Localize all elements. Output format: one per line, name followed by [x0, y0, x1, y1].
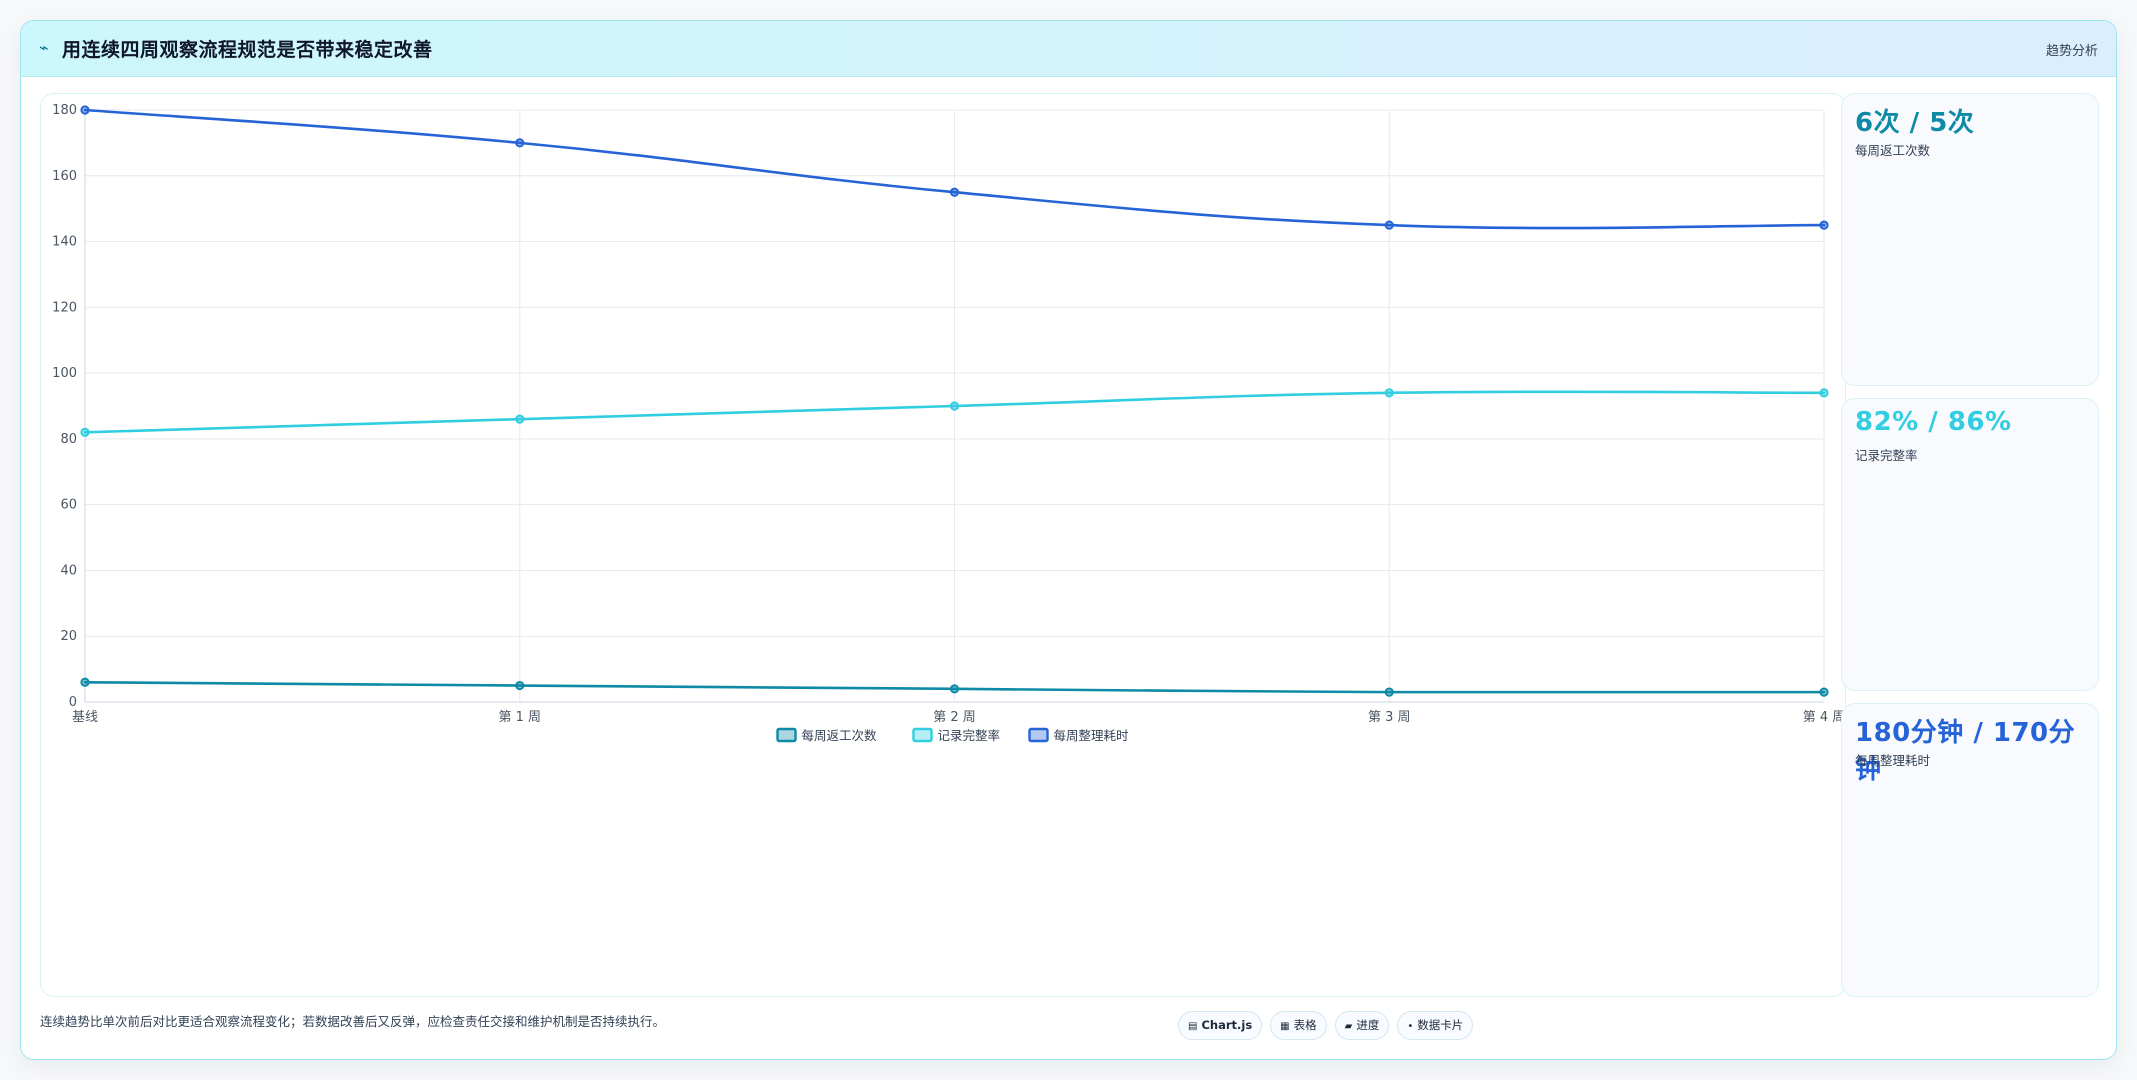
data-point [515, 138, 525, 148]
stat-label-completeness: 记录完整率 [1855, 448, 1918, 463]
y-tick-label: 180 [52, 103, 77, 118]
stat-label-duration: 每周整理耗时 [1855, 753, 1931, 768]
y-tick-label: 60 [60, 498, 77, 513]
x-tick-label: 基线 [72, 710, 98, 725]
stat-value-rework: 6次 / 5次 [1855, 108, 1975, 138]
legend-swatch [1028, 727, 1049, 743]
y-tick-label: 160 [52, 169, 77, 184]
progress-icon: ▰ [1344, 1021, 1353, 1032]
y-tick-label: 120 [52, 300, 77, 315]
pill-chartjs[interactable]: ▤ Chart.js [1178, 1011, 1263, 1040]
pill-label: 进度 [1356, 1018, 1380, 1032]
data-point [1819, 220, 1829, 230]
x-tick-label: 第 3 周 [1368, 710, 1411, 725]
x-tick-label: 第 1 周 [498, 710, 541, 725]
y-tick-label: 20 [60, 629, 77, 644]
data-point [80, 677, 90, 687]
series-line-0 [83, 680, 1826, 694]
series-line-2 [83, 108, 1826, 230]
dashboard-panel: ⌁ 用连续四周观察流程规范是否带来稳定改善 趋势分析 0 20 40 60 80 100 1… [20, 20, 2117, 1060]
card-icon: • [1407, 1021, 1414, 1032]
line-chart: 0 20 40 60 80 100 120 140 160 180 基线 第 1 周 第 2 周 第 3 … [52, 103, 1846, 743]
x-tick-label: 第 4 周 [1803, 710, 1846, 725]
chart-card: 0 20 40 60 80 100 120 140 160 180 基线 第 1 周 第 2 周 第 3 … [40, 93, 1846, 997]
chart-icon: ▤ [1188, 1021, 1198, 1032]
legend-label: 记录完整率 [938, 728, 1001, 743]
pill-progress[interactable]: ▰ 进度 [1334, 1011, 1390, 1040]
tech-pills: ▤ Chart.js ▦ 表格 ▰ 进度 • 数据卡片 [1178, 1011, 1474, 1040]
y-tick-label: 40 [60, 563, 77, 578]
stat-value-duration: 180分钟 / 170分钟 [1855, 718, 2076, 785]
x-tick-label: 第 2 周 [933, 710, 976, 725]
table-icon: ▦ [1280, 1021, 1290, 1032]
data-point [1384, 687, 1394, 697]
data-point [949, 401, 960, 411]
analysis-type-label: 趋势分析 [2045, 44, 2098, 59]
y-tick-label: 140 [52, 235, 77, 250]
legend-swatch [776, 727, 797, 743]
pill-data-card[interactable]: • 数据卡片 [1397, 1011, 1474, 1040]
data-point [949, 684, 960, 694]
panel-header: ⌁ 用连续四周观察流程规范是否带来稳定改善 趋势分析 [21, 21, 2116, 77]
pill-table[interactable]: ▦ 表格 [1270, 1011, 1327, 1040]
stat-card-duration: 180分钟 / 170分钟 每周整理耗时 [1841, 703, 2099, 997]
legend-label: 每周返工次数 [802, 728, 878, 743]
pill-label: 数据卡片 [1417, 1018, 1464, 1032]
data-point [515, 414, 525, 424]
stat-value-completeness: 82% / 86% [1855, 407, 2012, 437]
data-point [1819, 388, 1829, 398]
data-point [1819, 687, 1829, 697]
stat-card-completeness: 82% / 86% 记录完整率 [1841, 398, 2099, 691]
data-point [515, 680, 525, 691]
data-point [80, 427, 90, 437]
data-point [949, 187, 960, 197]
y-tick-label: 100 [52, 366, 77, 381]
series-line-1 [83, 390, 1826, 434]
y-tick-label: 0 [69, 695, 77, 710]
pill-label: 表格 [1293, 1018, 1317, 1032]
data-point [1384, 220, 1394, 230]
data-point [80, 105, 90, 115]
page-title: 用连续四周观察流程规范是否带来稳定改善 [62, 39, 433, 61]
y-tick-label: 80 [60, 432, 77, 447]
legend-label: 每周整理耗时 [1054, 728, 1130, 743]
data-point [1384, 388, 1394, 398]
stat-card-rework: 6次 / 5次 每周返工次数 [1841, 93, 2099, 386]
trend-line-icon: ⌁ [39, 38, 49, 57]
legend-swatch [912, 727, 933, 743]
stat-label-rework: 每周返工次数 [1855, 143, 1931, 158]
footer-note: 连续趋势比单次前后对比更适合观察流程变化；若数据改善后又反弹，应检查责任交接和维… [40, 1014, 666, 1029]
pill-label: Chart.js [1201, 1018, 1253, 1032]
